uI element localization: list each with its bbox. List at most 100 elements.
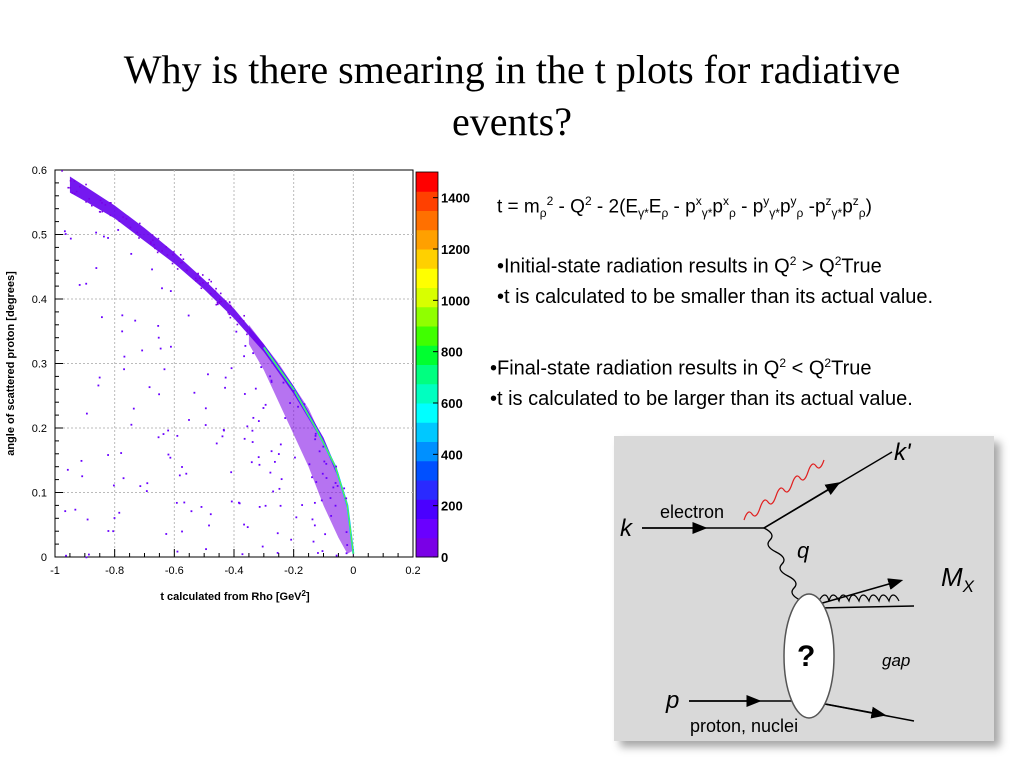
slide-title-line1: Why is there smearing in the t plots for… <box>123 47 901 92</box>
band-edge-point <box>242 320 245 322</box>
sparse-point <box>157 336 160 339</box>
band-edge-point <box>110 202 112 204</box>
feynman-diagram: k k' electron q MX ? gap p proton, nucle… <box>614 436 994 741</box>
sparse-point <box>161 287 163 290</box>
band-edge-point <box>236 323 239 326</box>
sparse-point <box>107 237 109 239</box>
sparse-point <box>334 482 337 484</box>
k-label: k <box>620 515 634 542</box>
sparse-point <box>86 518 89 521</box>
band-edge-point <box>166 254 169 256</box>
sparse-point <box>145 490 148 492</box>
band-edge-point <box>109 214 112 217</box>
y-axis-label: angle of scattered proton [degrees] <box>5 271 17 456</box>
sparse-point <box>123 368 125 371</box>
band-edge-point <box>85 183 87 186</box>
sparse-point <box>320 499 323 502</box>
sparse-point <box>170 345 172 348</box>
sparse-point <box>85 556 88 559</box>
colorbar-tick-label: 1200 <box>441 242 470 257</box>
band-edge-point <box>216 301 219 304</box>
colorbar-tick-label: 1400 <box>441 191 470 206</box>
colorbar-segment <box>416 364 438 385</box>
sparse-point <box>141 349 144 352</box>
sparse-point <box>303 403 306 406</box>
band-edge-point <box>246 329 249 332</box>
sparse-point <box>97 384 100 387</box>
colorbar-segment <box>416 191 438 211</box>
sparse-point <box>346 544 349 546</box>
sparse-point <box>289 402 291 404</box>
colorbar-tick-label: 200 <box>441 499 463 514</box>
band-edge-point <box>199 282 201 285</box>
sparse-point <box>176 434 179 437</box>
sparse-point <box>221 435 224 438</box>
band-edge-point <box>136 231 139 234</box>
sparse-point <box>157 324 160 327</box>
sparse-point <box>139 485 142 488</box>
sparse-point <box>332 486 335 489</box>
x-tick-label: -0.4 <box>225 565 244 577</box>
sparse-point <box>132 407 135 410</box>
sparse-point <box>329 497 332 499</box>
band-edge-point <box>228 301 231 303</box>
sparse-point <box>270 379 273 382</box>
sparse-point <box>334 504 337 507</box>
sparse-point <box>209 513 212 516</box>
sparse-point <box>204 407 207 410</box>
colorbar-segment <box>416 537 438 558</box>
slide-title-line2: events? <box>452 99 572 144</box>
sparse-point <box>313 501 316 504</box>
sparse-point <box>230 367 233 370</box>
band-edge-point <box>85 201 87 203</box>
sparse-point <box>276 551 279 554</box>
sparse-point <box>277 453 280 455</box>
band-edge-point <box>209 292 212 295</box>
band-edge-point <box>197 272 199 275</box>
band-edge-point <box>219 292 222 295</box>
colorbar-segment <box>416 249 438 269</box>
sparse-point <box>112 484 115 487</box>
sparse-point <box>208 524 210 527</box>
sparse-point <box>112 530 115 533</box>
band-edge-point <box>220 300 223 303</box>
colorbar-segment <box>416 422 438 442</box>
band-edge-point <box>152 239 154 242</box>
sparse-point <box>313 524 316 527</box>
sparse-point <box>311 518 314 521</box>
sparse-point <box>251 429 254 432</box>
y-tick-label: 0.5 <box>32 230 47 242</box>
band-edge-point <box>228 313 231 316</box>
sparse-point <box>117 229 120 231</box>
colorbar-segment <box>416 172 438 192</box>
band-edge-point <box>101 210 104 213</box>
band-edge-point <box>194 277 197 280</box>
sparse-point <box>272 490 275 493</box>
sparse-point <box>204 424 207 426</box>
sparse-point <box>257 420 260 422</box>
sparse-point <box>314 432 317 435</box>
sparse-point <box>321 472 324 475</box>
band-edge-point <box>180 262 182 264</box>
sparse-point <box>207 373 209 376</box>
sparse-point <box>176 550 179 553</box>
colorbar-segment <box>416 460 438 481</box>
colorbar-tick-label: 800 <box>441 345 463 360</box>
sparse-point <box>185 472 188 475</box>
density-ridge-core <box>263 347 354 554</box>
sparse-point <box>335 554 338 557</box>
sparse-point <box>294 456 296 459</box>
colorbar-tick-label: 600 <box>441 396 463 411</box>
sparse-point <box>282 381 285 384</box>
band-edge-point <box>129 226 132 229</box>
sparse-point <box>148 386 151 389</box>
sparse-point <box>274 460 276 463</box>
band-edge-point <box>230 306 233 308</box>
band-edge-point <box>243 314 245 317</box>
sparse-point <box>345 531 348 533</box>
sparse-point <box>292 390 295 392</box>
scatter-plot-svg: -1 -0.8 -0.6 -0.4 -0.2 0 0.2 0 0.1 0.2 0.3 0.4 0.5 0.… <box>5 165 470 603</box>
band-edge-point <box>198 277 201 279</box>
sparse-point <box>123 355 126 358</box>
band-edge-point <box>171 262 174 265</box>
